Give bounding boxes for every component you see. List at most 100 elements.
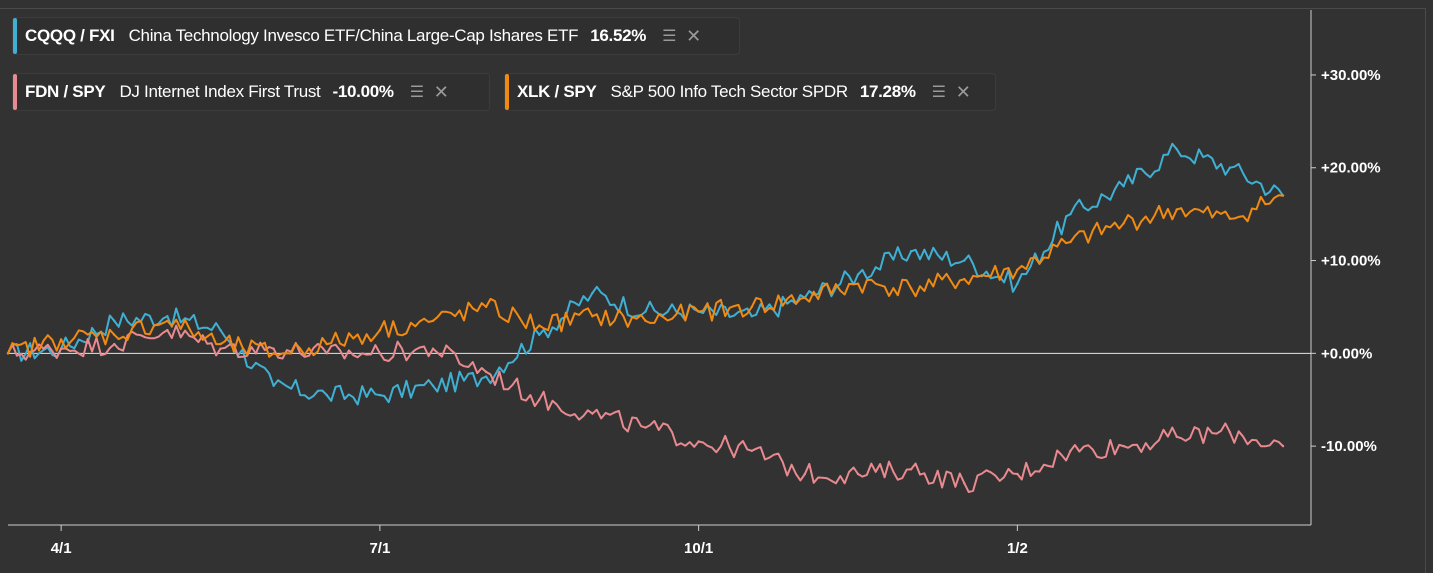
data-point: [644, 319, 647, 323]
data-point: [750, 315, 753, 318]
data-point: [1228, 431, 1232, 434]
data-point: [1281, 194, 1285, 197]
close-icon[interactable]: ✕: [433, 81, 449, 102]
layers-icon[interactable]: ☰: [662, 28, 677, 45]
data-point: [963, 259, 966, 262]
data-point: [1228, 217, 1232, 220]
data-point: [166, 319, 169, 323]
close-icon[interactable]: ✕: [686, 25, 701, 46]
legend-symbol: FDN / SPY: [25, 82, 106, 101]
data-point: [272, 347, 275, 350]
data-point: [219, 347, 222, 350]
data-point: [1175, 435, 1178, 439]
legend-item-cqqq-fxi[interactable]: CQQQ / FXI China Technology Invesco ETF/…: [12, 17, 740, 55]
data-point: [484, 305, 488, 309]
data-point: [803, 472, 807, 476]
data-point: [325, 352, 328, 355]
x-tick-label: 7/1: [369, 540, 390, 557]
data-point: [750, 305, 753, 309]
data-point: [803, 296, 807, 299]
x-tick-label: 4/1: [51, 540, 72, 557]
data-point: [166, 315, 169, 318]
data-point: [272, 384, 275, 388]
x-tick-label: 1/2: [1007, 540, 1028, 557]
data-point: [113, 342, 116, 346]
layers-icon[interactable]: ☰: [931, 84, 946, 101]
data-point: [856, 273, 860, 276]
data-point: [538, 333, 541, 336]
data-point: [325, 342, 328, 346]
data-point: [644, 426, 647, 429]
data-point: [697, 440, 700, 443]
data-point: [591, 291, 594, 295]
data-point: [219, 342, 222, 346]
series-color-swatch: [13, 74, 17, 110]
legend-symbol: XLK / SPY: [517, 82, 597, 101]
data-point: [59, 347, 63, 350]
data-point: [431, 319, 435, 323]
y-tick-label: +0.00%: [1321, 345, 1372, 362]
data-point: [219, 328, 222, 332]
data-point: [378, 352, 382, 355]
legend-change: 16.52%: [590, 26, 647, 45]
data-point: [6, 352, 10, 355]
series-line-cqqq-fxi[interactable]: [7, 142, 1284, 406]
data-point: [538, 398, 541, 401]
data-point: [59, 338, 63, 341]
data-point: [113, 333, 116, 336]
legend-change: 17.28%: [859, 82, 916, 101]
legend-name: S&P 500 Info Tech Sector SPDR: [610, 82, 849, 101]
data-point: [538, 324, 541, 327]
data-point: [1122, 444, 1125, 448]
data-point: [1069, 212, 1072, 216]
data-point: [963, 482, 966, 485]
data-point: [856, 282, 860, 285]
data-point: [378, 328, 382, 332]
close-icon[interactable]: ✕: [955, 81, 971, 102]
legend-symbol: CQQQ / FXI: [25, 26, 115, 45]
legend-item-fdn-spy[interactable]: FDN / SPY DJ Internet Index First Trust …: [12, 73, 490, 111]
y-tick-label: +20.00%: [1321, 160, 1381, 177]
data-point: [113, 319, 116, 323]
series-color-swatch: [13, 18, 17, 54]
y-tick-label: +10.00%: [1321, 253, 1381, 270]
legend-item-xlk-spy[interactable]: XLK / SPY S&P 500 Info Tech Sector SPDR …: [504, 73, 996, 111]
data-point: [166, 328, 169, 332]
data-point: [431, 384, 435, 388]
data-point: [378, 393, 382, 397]
data-point: [963, 277, 966, 281]
data-point: [909, 468, 913, 471]
data-point: [272, 352, 275, 355]
data-point: [1016, 268, 1019, 272]
layers-icon[interactable]: ☰: [409, 84, 424, 101]
series-color-swatch: [505, 74, 509, 110]
data-point: [1016, 472, 1019, 476]
top-border: [0, 8, 1426, 9]
data-point: [484, 370, 488, 374]
y-tick-label: +30.00%: [1321, 67, 1381, 84]
data-point: [909, 250, 913, 253]
data-point: [1069, 449, 1072, 452]
data-point: [856, 472, 860, 476]
data-point: [431, 347, 435, 350]
legend-name: China Technology Invesco ETF/China Large…: [128, 26, 579, 45]
data-point: [1069, 240, 1072, 244]
data-point: [1122, 185, 1125, 188]
data-point: [750, 449, 753, 452]
data-point: [1016, 282, 1019, 285]
data-point: [1175, 147, 1178, 151]
data-point: [325, 393, 328, 397]
series-line-fdn-spy[interactable]: [7, 324, 1284, 493]
series-line-xlk-spy[interactable]: [7, 194, 1284, 358]
data-point: [697, 310, 700, 313]
data-point: [591, 412, 594, 415]
legend-change: -10.00%: [332, 82, 394, 101]
data-point: [484, 375, 488, 378]
data-point: [909, 287, 913, 290]
data-point: [1122, 222, 1125, 225]
data-point: [1281, 444, 1285, 448]
legend-name: DJ Internet Index First Trust: [119, 82, 321, 101]
data-point: [591, 315, 594, 318]
y-tick-label: -10.00%: [1321, 438, 1377, 455]
